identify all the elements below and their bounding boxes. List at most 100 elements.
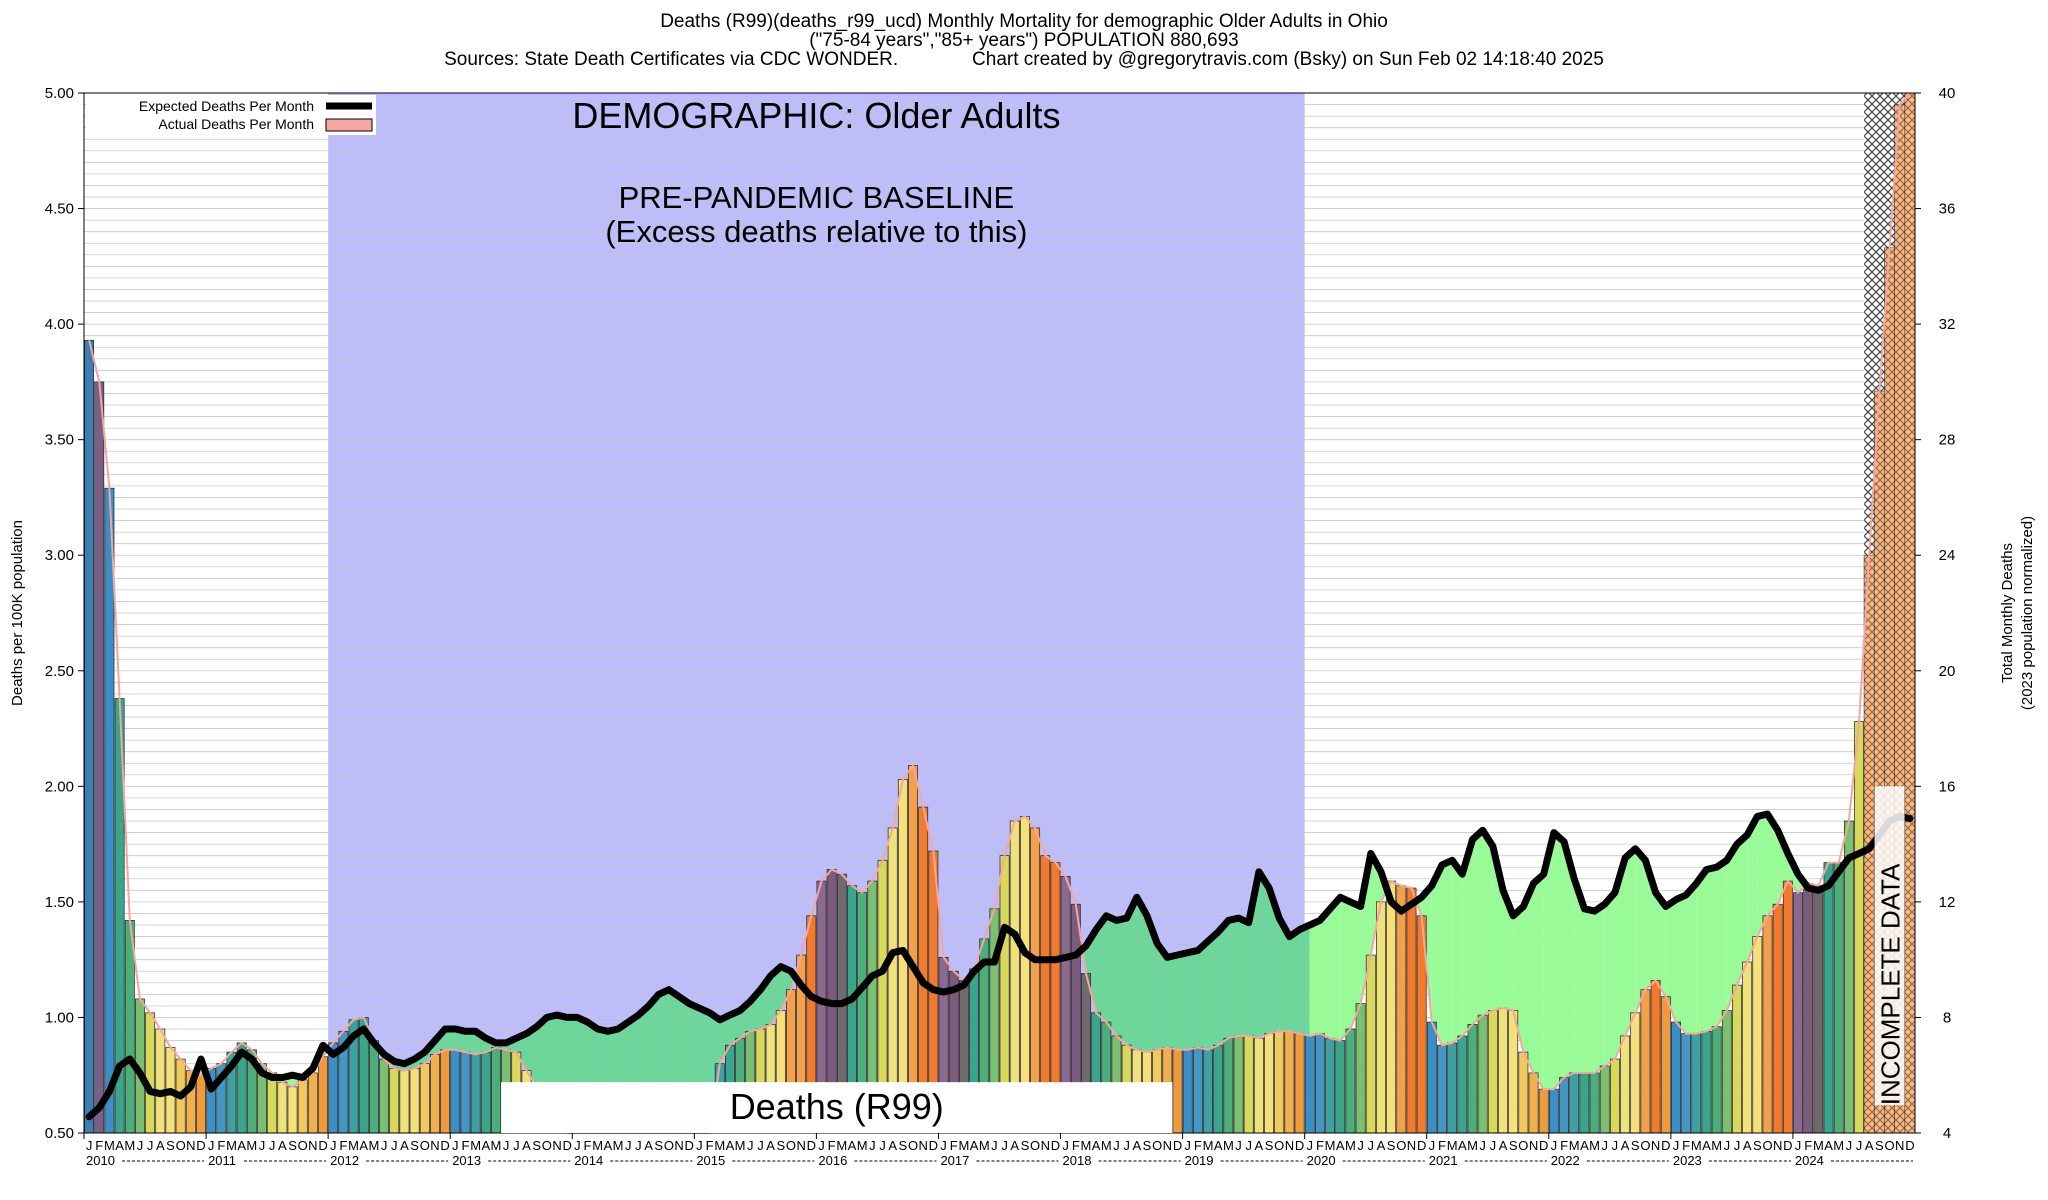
- bar: [1487, 1010, 1498, 1134]
- bar: [368, 1040, 379, 1134]
- month-label: N: [1163, 1138, 1172, 1153]
- chart-subtitle: ("75-84 years","85+ years") POPULATION 8…: [809, 30, 1239, 51]
- bar: [1782, 880, 1793, 1134]
- month-label: A: [522, 1138, 531, 1153]
- month-label: F: [1804, 1138, 1812, 1153]
- right-tick-label: 40: [1939, 85, 1956, 102]
- bar: [1854, 721, 1864, 1134]
- bar: [379, 1058, 390, 1134]
- excess-area: [465, 1031, 476, 1055]
- excess-area: [1472, 830, 1483, 1025]
- legend-expected-label: Expected Deaths Per Month: [139, 98, 314, 114]
- month-label: J: [1062, 1138, 1069, 1153]
- month-label: J: [747, 1138, 754, 1153]
- bar: [1467, 1024, 1478, 1134]
- month-label: M: [104, 1138, 115, 1153]
- excess-area: [1716, 860, 1727, 1027]
- month-label: O: [1396, 1138, 1406, 1153]
- month-label: F: [1438, 1138, 1446, 1153]
- month-label: A: [1499, 1138, 1508, 1153]
- month-label: M: [124, 1138, 135, 1153]
- month-label: D: [318, 1138, 327, 1153]
- bar: [1640, 989, 1651, 1134]
- month-label: S: [1631, 1138, 1640, 1153]
- excess-area: [729, 1010, 741, 1046]
- bar: [307, 1072, 318, 1134]
- month-label: S: [410, 1138, 419, 1153]
- left-tick-label: 3.00: [45, 547, 74, 564]
- month-label: M: [1203, 1138, 1214, 1153]
- excess-area: [1350, 901, 1361, 1029]
- month-label: F: [1560, 1138, 1568, 1153]
- month-label: D: [1173, 1138, 1182, 1153]
- month-label: A: [481, 1138, 490, 1153]
- bar: [287, 1086, 298, 1134]
- month-label: N: [674, 1138, 683, 1153]
- month-label: J: [1734, 1138, 1741, 1153]
- excess-area: [1452, 860, 1463, 1043]
- month-label: J: [1184, 1138, 1191, 1153]
- excess-area: [1299, 925, 1310, 1036]
- month-label: M: [246, 1138, 257, 1153]
- month-label: D: [440, 1138, 449, 1153]
- bar: [419, 1063, 430, 1134]
- month-label: S: [532, 1138, 541, 1153]
- bar: [480, 1051, 491, 1134]
- excess-area: [1737, 834, 1748, 986]
- excess-area: [1330, 897, 1341, 1041]
- left-tick-label: 1.50: [45, 894, 74, 911]
- excess-area: [1238, 918, 1249, 1036]
- month-label: M: [1569, 1138, 1580, 1153]
- month-label: M: [592, 1138, 603, 1153]
- bar: [277, 1081, 288, 1134]
- excess-area: [1187, 950, 1198, 1050]
- bar: [94, 381, 105, 1134]
- month-label: S: [288, 1138, 297, 1153]
- month-label: J: [330, 1138, 337, 1153]
- month-label: S: [1387, 1138, 1396, 1153]
- excess-area: [1767, 814, 1778, 916]
- month-label: N: [1895, 1138, 1904, 1153]
- month-label: M: [1467, 1138, 1478, 1153]
- month-label: M: [1691, 1138, 1702, 1153]
- month-label: N: [919, 1138, 928, 1153]
- bar: [1355, 1003, 1366, 1134]
- chart-sources: Sources: State Death Certificates via CD…: [444, 49, 1604, 70]
- month-label: J: [513, 1138, 520, 1153]
- bar: [470, 1054, 481, 1134]
- excess-area: [1228, 918, 1239, 1039]
- month-label: A: [115, 1138, 124, 1153]
- incomplete-bar-hatch: [1894, 104, 1905, 1134]
- month-label: J: [1856, 1138, 1863, 1153]
- bar: [1711, 1026, 1722, 1134]
- excess-area: [1604, 892, 1615, 1066]
- year-label: 2010: [86, 1153, 115, 1168]
- incomplete-bar-hatch: [1874, 391, 1885, 1134]
- bar: [1569, 1072, 1580, 1134]
- bar: [1426, 1021, 1437, 1134]
- cause-label: Deaths (R99): [730, 1086, 944, 1127]
- bar: [1742, 961, 1753, 1134]
- month-label: J: [208, 1138, 215, 1153]
- month-label: M: [1813, 1138, 1824, 1153]
- excess-area: [1655, 892, 1666, 997]
- bar: [399, 1070, 410, 1134]
- excess-area: [1757, 814, 1768, 937]
- left-tick-label: 3.50: [45, 432, 74, 449]
- bar: [1304, 1035, 1315, 1134]
- month-label: N: [430, 1138, 439, 1153]
- bar: [267, 1072, 278, 1134]
- left-axis-label: Deaths per 100K population: [9, 520, 26, 706]
- right-tick-label: 32: [1939, 316, 1956, 333]
- month-label: M: [836, 1138, 847, 1153]
- month-label: A: [766, 1138, 775, 1153]
- bar: [1243, 1035, 1254, 1134]
- bar: [440, 1049, 451, 1134]
- excess-area: [1177, 952, 1188, 1050]
- month-label: J: [391, 1138, 398, 1153]
- month-label: A: [1092, 1138, 1101, 1153]
- month-label: N: [308, 1138, 317, 1153]
- left-tick-label: 0.50: [45, 1125, 74, 1142]
- excess-area: [1706, 867, 1717, 1032]
- month-label: O: [1030, 1138, 1040, 1153]
